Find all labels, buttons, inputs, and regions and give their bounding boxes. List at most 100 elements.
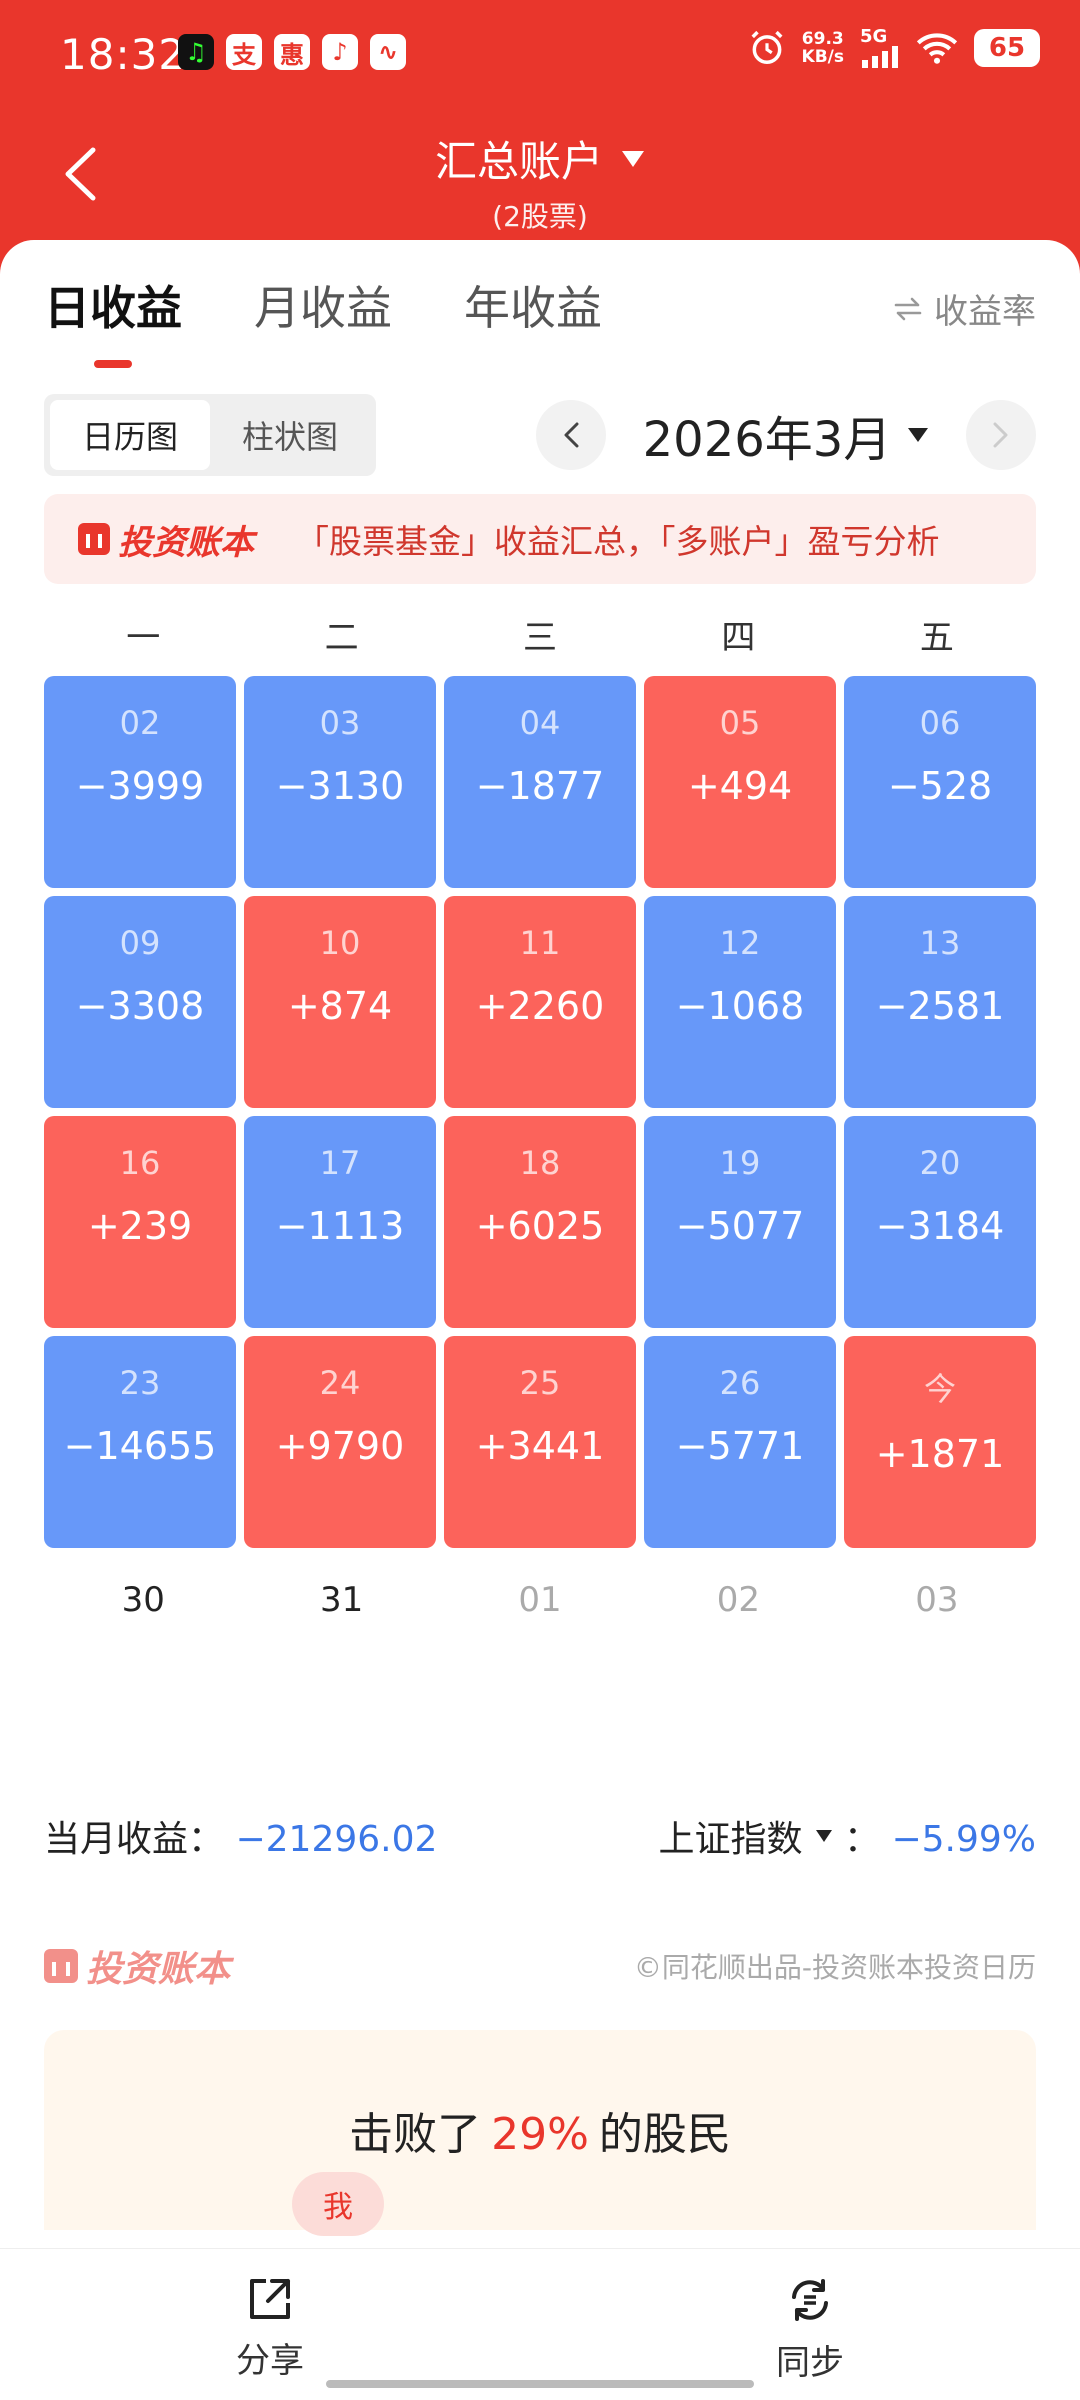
calendar-day-cell[interactable]: 10 +874 <box>244 896 436 1108</box>
calendar-day-cell[interactable]: 12 −1068 <box>644 896 836 1108</box>
calendar-day-cell[interactable]: 19 −5077 <box>644 1116 836 1328</box>
caret-down-icon <box>622 150 644 167</box>
account-selector[interactable]: 汇总账户 (2股票) <box>0 128 1080 235</box>
status-app-icons: ♫ 支 惠 ♪ ∿ <box>178 34 406 70</box>
weekday-label: 一 <box>126 618 161 658</box>
calendar-day-cell[interactable]: 17 −1113 <box>244 1116 436 1328</box>
stock-app-icon: ∿ <box>370 34 406 70</box>
calendar-day-cell[interactable]: 23 −14655 <box>44 1336 236 1548</box>
home-indicator <box>326 2380 754 2388</box>
account-subtitle: (2股票) <box>492 200 588 233</box>
brand-watermark: 投资账本 <box>44 1940 230 1992</box>
alarm-icon <box>751 30 783 64</box>
view-switch: 日历图 柱状图 <box>44 394 376 476</box>
beat-percent: 29% <box>491 2109 589 2160</box>
ledger-logo-icon <box>78 523 110 555</box>
calendar-day-date: 03 <box>319 704 361 742</box>
alipay-app-icon: 支 <box>226 34 262 70</box>
weekday-label: 三 <box>523 618 558 658</box>
calendar-day-profit: +6025 <box>475 1204 605 1248</box>
battery-indicator: 65 <box>974 29 1040 67</box>
share-label[interactable]: 分享 <box>236 2341 304 2381</box>
main-card: 日收益 月收益 年收益 收益率 日历图 柱状图 2026年3月 投资账本 「股票… <box>0 240 1080 2400</box>
calendar-day-profit: −1113 <box>275 1204 405 1248</box>
index-compare: 上证指数 ： −5.99% <box>659 1810 1036 1862</box>
calendar-day-profit: +3441 <box>475 1424 605 1468</box>
month-label[interactable]: 2026年3月 <box>642 412 892 468</box>
calendar-day-profit: −3130 <box>275 764 405 808</box>
calendar-day-cell[interactable]: 今 +1871 <box>844 1336 1036 1548</box>
calendar-day-cell[interactable]: 18 +6025 <box>444 1116 636 1328</box>
index-label[interactable]: 上证指数 <box>658 1819 803 1860</box>
calendar-day-cell[interactable]: 02 −3999 <box>44 676 236 888</box>
calendar-day-profit: −1068 <box>675 984 805 1028</box>
calendar-day-cell[interactable]: 06 −528 <box>844 676 1036 888</box>
calendar-day-profit: −14655 <box>63 1424 217 1468</box>
share-icon <box>250 2279 290 2319</box>
yield-rate-toggle[interactable]: 收益率 <box>894 284 1036 333</box>
wifi-icon <box>916 33 958 64</box>
sync-button[interactable]: 同步 <box>740 2275 880 2384</box>
share-button[interactable]: 分享 <box>200 2275 340 2382</box>
weekday-label: 二 <box>324 618 359 658</box>
calendar-day-profit: +494 <box>687 764 793 808</box>
calendar-day-profit: −3184 <box>875 1204 1005 1248</box>
index-selector[interactable]: 上证指数 <box>659 1810 833 1862</box>
calendar-day-profit: −5771 <box>675 1424 805 1468</box>
calendar-day-cell[interactable]: 25 +3441 <box>444 1336 636 1548</box>
calendar-day-profit: +874 <box>287 984 393 1028</box>
status-bar: 18:32 ♫ 支 惠 ♪ ∿ 69.3 KB/s 5G 65 <box>0 0 1080 110</box>
music-app-icon: ♫ <box>178 34 214 70</box>
next-week-row: 30 31 01 02 03 <box>44 1580 1036 1620</box>
tab-yearly[interactable]: 年收益 <box>464 281 602 335</box>
calendar-day-date: 09 <box>119 924 161 962</box>
calendar-day-profit: +1871 <box>875 1432 1005 1476</box>
promo-logo: 投资账本 <box>78 515 254 564</box>
calendar-view-option[interactable]: 日历图 <box>50 400 210 470</box>
calendar-day-31[interactable]: 31 <box>319 1580 364 1620</box>
brand-row: 投资账本 ©同花顺出品-投资账本投资日历 <box>44 1940 1036 1992</box>
account-title[interactable]: 汇总账户 <box>434 137 603 186</box>
calendar-day-cell[interactable]: 13 −2581 <box>844 896 1036 1108</box>
calendar-day-cell[interactable]: 11 +2260 <box>444 896 636 1108</box>
calendar-day-cell[interactable]: 16 +239 <box>44 1116 236 1328</box>
calendar-day-cell[interactable]: 26 −5771 <box>644 1336 836 1548</box>
tab-monthly[interactable]: 月收益 <box>254 281 392 335</box>
calendar-day-date: 19 <box>719 1144 761 1182</box>
weekday-label: 五 <box>919 618 954 658</box>
calendar-day-cell[interactable]: 04 −1877 <box>444 676 636 888</box>
month-selector[interactable]: 2026年3月 <box>643 400 930 470</box>
promo-banner[interactable]: 投资账本 「股票基金」收益汇总，「多账户」盈亏分析 <box>44 494 1036 584</box>
calendar-day-date: 13 <box>919 924 961 962</box>
beat-investors-card[interactable]: 击败了 29% 的股民 我 <box>44 2030 1036 2236</box>
calendar-day-date: 04 <box>519 704 561 742</box>
calendar-day-cell[interactable]: 24 +9790 <box>244 1336 436 1548</box>
calendar-day-cell[interactable]: 20 −3184 <box>844 1116 1036 1328</box>
next-month-button[interactable] <box>965 400 1036 470</box>
nav-header: 汇总账户 (2股票) <box>0 110 1080 240</box>
tab-daily[interactable]: 日收益 <box>44 272 182 368</box>
month-profit-value: −21296.02 <box>235 1819 438 1860</box>
month-navigator: 2026年3月 <box>536 392 1036 478</box>
yield-rate-label[interactable]: 收益率 <box>934 292 1036 332</box>
chevron-left-icon <box>65 147 96 201</box>
net-speed: 69.3 KB/s <box>801 29 844 67</box>
calendar-day-profit: −1877 <box>475 764 605 808</box>
calendar-day-profit: −528 <box>887 764 993 808</box>
calendar-day-date: 06 <box>919 704 961 742</box>
prev-month-button[interactable] <box>536 400 606 470</box>
calendar-day-cell[interactable]: 03 −3130 <box>244 676 436 888</box>
calendar-day-cell[interactable]: 09 −3308 <box>44 896 236 1108</box>
calendar-day-cell[interactable]: 05 +494 <box>644 676 836 888</box>
month-profit-label: 当月收益： <box>44 1819 225 1860</box>
calendar-day-next-03: 03 <box>915 1580 959 1620</box>
calendar-day-profit: −3308 <box>75 984 205 1028</box>
calendar-day-profit: −5077 <box>675 1204 805 1248</box>
bar-view-option[interactable]: 柱状图 <box>241 418 338 456</box>
beat-text: 击败了 29% 的股民 <box>349 2109 731 2160</box>
back-button[interactable] <box>50 144 110 204</box>
sync-label[interactable]: 同步 <box>776 2343 844 2383</box>
calendar-day-profit: +9790 <box>275 1424 405 1468</box>
calendar-day-profit: −3999 <box>75 764 205 808</box>
calendar-day-30[interactable]: 30 <box>121 1580 165 1620</box>
